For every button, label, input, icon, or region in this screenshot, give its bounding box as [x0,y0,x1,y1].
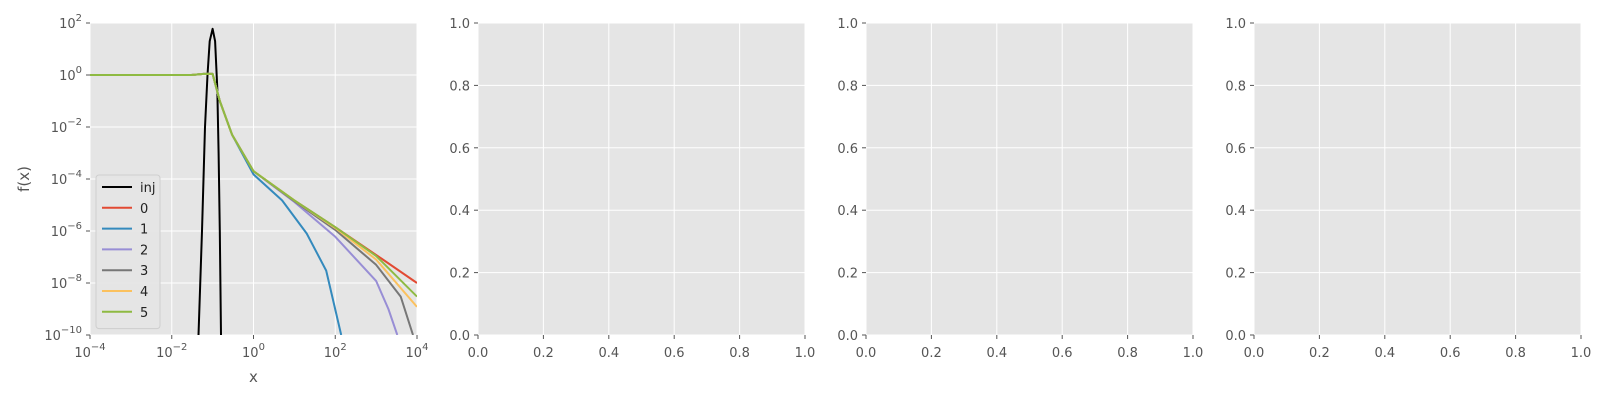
y-tick-label: 0.2 [1225,267,1246,282]
legend-label-4: 4 [140,285,148,300]
x-tick-label: 0.8 [1117,346,1138,361]
y-tick-label: 102 [59,13,82,32]
x-tick-label: 0.4 [598,346,619,361]
y-tick-label: 0.6 [1225,142,1246,157]
x-tick-label: 0.8 [1505,346,1526,361]
x-tick-label: 0.6 [664,346,685,361]
legend-label-3: 3 [140,264,148,279]
x-tick-label: 0.2 [533,346,554,361]
legend-label-0: 0 [140,202,148,217]
legend-label-2: 2 [140,243,148,258]
y-tick-label: 0.4 [449,204,470,219]
x-tick-label: 104 [406,342,429,361]
x-tick-label: 0.4 [986,346,1007,361]
y-tick-label: 100 [59,65,82,84]
y-tick-label: 0.0 [449,329,470,344]
y-tick-label: 1.0 [449,17,470,32]
y-tick-label: 0.6 [449,142,470,157]
x-tick-label: 102 [324,342,347,361]
y-tick-label: 0.0 [837,329,858,344]
x-tick-label: 0.6 [1440,346,1461,361]
y-tick-label: 0.2 [449,267,470,282]
panel-4: 0.0 0.2 0.4 0.6 0.8 1.0 0.0 0.2 0.4 0.6 0.8 1.0 [1225,17,1591,361]
y-tick-label: 0.2 [837,267,858,282]
legend-label-inj: inj [140,181,155,196]
y-tick-label: 1.0 [1225,17,1246,32]
legend-label-5: 5 [140,306,148,321]
plot-area [866,23,1193,335]
legend-frame [95,174,161,330]
series-line-inj [197,27,222,335]
y-tick-label: 0.0 [1225,329,1246,344]
x-tick-label: 10−4 [74,342,105,361]
y-tick-label: 0.4 [1225,204,1246,219]
y-tick-label: 10−4 [51,169,82,188]
y-tick-label: 10−6 [51,221,82,240]
x-tick-label: 0.2 [1309,346,1330,361]
x-tick-label: 10−2 [156,342,187,361]
y-tick-label: 10−8 [51,273,82,292]
y-axis-label: f(x) [15,166,33,192]
y-tick-label: 0.8 [837,79,858,94]
series-line-5 [90,72,417,298]
panel-2: 0.0 0.2 0.4 0.6 0.8 1.0 0.0 0.2 0.4 0.6 0.8 1.0 [449,17,815,361]
x-tick-label: 0.8 [729,346,750,361]
y-tick-label: 10−2 [51,117,82,136]
y-tick-label: 1.0 [837,17,858,32]
series-group [90,27,417,335]
plot-area [478,23,805,335]
x-tick-label: 1.0 [1183,346,1204,361]
x-tick-label: 0.2 [921,346,942,361]
y-tick-label: 0.8 [449,79,470,94]
x-tick-label: 1.0 [795,346,816,361]
x-axis-label: x [249,368,258,386]
panel-3: 0.0 0.2 0.4 0.6 0.8 1.0 0.0 0.2 0.4 0.6 0.8 1.0 [837,17,1203,361]
x-tick-label: 0.0 [1244,346,1265,361]
plot-area [1254,23,1581,335]
x-tick-label: 0.6 [1052,346,1073,361]
legend-label-1: 1 [140,223,148,238]
x-tick-label: 0.0 [856,346,877,361]
y-tick-label: 0.4 [837,204,858,219]
y-tick-label: 10−10 [44,325,82,344]
x-tick-label: 0.4 [1374,346,1395,361]
panel-1: 10−4 10−2 100 102 10410−1010−810−610−410−210… [15,13,428,386]
x-tick-label: 100 [242,342,265,361]
x-tick-label: 1.0 [1571,346,1592,361]
y-tick-label: 0.8 [1225,79,1246,94]
y-tick-label: 0.6 [837,142,858,157]
x-tick-label: 0.0 [468,346,489,361]
